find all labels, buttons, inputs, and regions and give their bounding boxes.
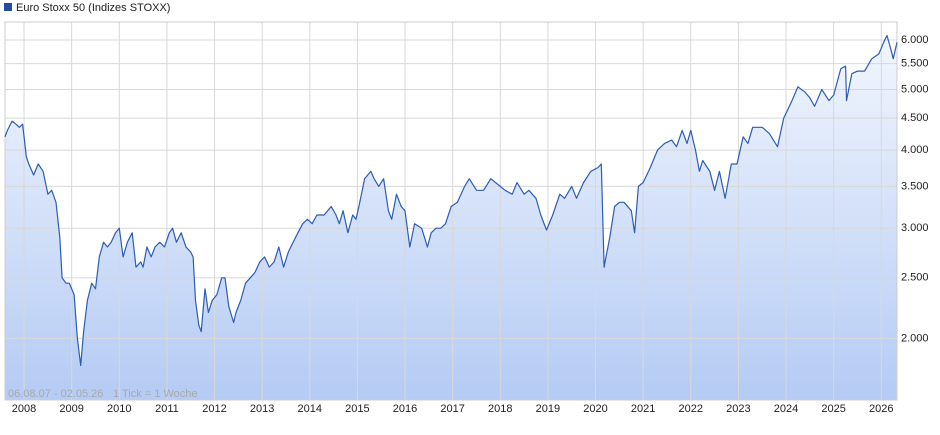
x-tick-label: 2010 bbox=[107, 403, 131, 415]
tick-note: 1 Tick = 1 Woche bbox=[113, 388, 197, 400]
x-tick-label: 2009 bbox=[59, 403, 83, 415]
price-line bbox=[4, 34, 898, 367]
x-tick-label: 2026 bbox=[869, 403, 893, 415]
x-tick-label: 2015 bbox=[345, 403, 369, 415]
x-tick-label: 2013 bbox=[250, 403, 274, 415]
legend-label: Euro Stoxx 50 (Indizes STOXX) bbox=[16, 2, 170, 14]
x-tick-label: 2024 bbox=[774, 403, 798, 415]
y-tick-label: 4.000 bbox=[901, 144, 929, 156]
x-tick-label: 2011 bbox=[155, 403, 179, 415]
x-tick-label: 2012 bbox=[202, 403, 226, 415]
area bbox=[5, 35, 897, 400]
legend-swatch bbox=[4, 3, 12, 11]
x-tick-label: 2016 bbox=[393, 403, 417, 415]
y-tick-label: 3.000 bbox=[901, 222, 929, 234]
y-tick-label: 3.500 bbox=[901, 180, 929, 192]
x-tick-label: 2021 bbox=[631, 403, 655, 415]
x-tick-label: 2017 bbox=[440, 403, 464, 415]
y-tick-label: 2.500 bbox=[901, 272, 929, 284]
y-tick-label: 2.000 bbox=[901, 332, 929, 344]
y-tick-label: 5.500 bbox=[901, 57, 929, 69]
date-range: 06.08.07 - 02.05.26 bbox=[8, 388, 103, 400]
x-tick-label: 2020 bbox=[583, 403, 607, 415]
plot-frame bbox=[4, 21, 898, 401]
x-tick-label: 2023 bbox=[726, 403, 750, 415]
x-tick-label: 2018 bbox=[488, 403, 512, 415]
y-tick-label: 4.500 bbox=[901, 112, 929, 124]
y-tick-label: 6.000 bbox=[901, 34, 929, 46]
y-tick-label: 5.000 bbox=[901, 83, 929, 95]
x-tick-label: 2008 bbox=[12, 403, 36, 415]
x-tick-label: 2019 bbox=[536, 403, 560, 415]
x-tick-label: 2025 bbox=[821, 403, 845, 415]
x-tick-label: 2022 bbox=[679, 403, 703, 415]
x-tick-label: 2014 bbox=[298, 403, 322, 415]
